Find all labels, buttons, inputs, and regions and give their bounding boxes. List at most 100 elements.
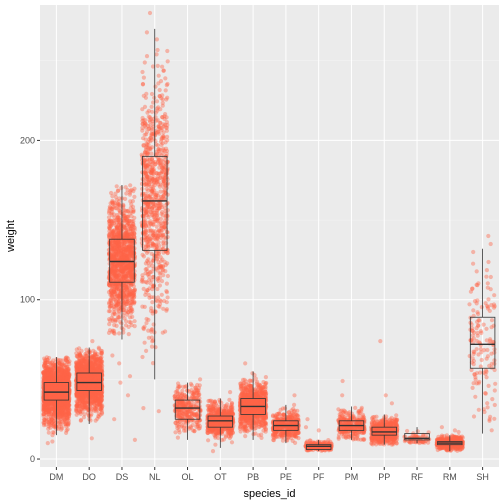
data-point: [123, 185, 128, 190]
data-point: [63, 420, 68, 425]
data-point: [58, 378, 64, 384]
data-point: [60, 393, 65, 398]
outlier-point: [125, 393, 131, 398]
data-point: [66, 392, 71, 397]
data-point: [52, 395, 58, 400]
data-point: [44, 401, 50, 406]
data-point: [130, 227, 135, 232]
data-point: [45, 405, 51, 410]
data-point: [96, 374, 101, 380]
data-point: [47, 382, 53, 388]
data-point: [55, 386, 60, 391]
data-point: [42, 377, 47, 382]
data-point: [129, 247, 134, 252]
data-point: [149, 151, 154, 156]
data-point: [44, 407, 49, 412]
data-point: [109, 223, 114, 228]
data-point: [61, 378, 66, 384]
data-point: [57, 411, 62, 416]
data-point: [42, 412, 47, 417]
data-point: [165, 59, 170, 64]
data-point: [45, 385, 50, 390]
data-point: [57, 410, 63, 415]
data-point: [110, 293, 115, 298]
data-point: [47, 395, 52, 400]
data-point: [64, 430, 69, 435]
data-point: [155, 63, 160, 68]
data-point: [59, 427, 64, 432]
data-point: [42, 356, 47, 361]
data-point: [67, 371, 72, 376]
data-point: [46, 393, 51, 398]
data-point: [49, 379, 54, 385]
data-point: [141, 75, 146, 80]
data-point: [61, 415, 66, 421]
data-point: [44, 388, 49, 393]
data-point: [58, 396, 63, 401]
data-point: [74, 412, 79, 417]
data-point: [50, 400, 56, 405]
data-point: [74, 363, 79, 368]
data-point: [63, 378, 68, 383]
data-point: [64, 401, 69, 406]
data-point: [49, 395, 54, 400]
data-point: [79, 368, 84, 373]
data-point: [59, 395, 64, 400]
data-point: [44, 406, 49, 411]
data-point: [62, 377, 67, 382]
data-point: [65, 405, 70, 410]
data-point: [56, 419, 61, 424]
data-point: [65, 408, 70, 413]
data-point: [45, 367, 50, 372]
data-point: [127, 222, 132, 227]
data-point: [98, 371, 103, 376]
data-point: [114, 184, 119, 189]
data-point: [53, 393, 58, 399]
data-point: [50, 430, 56, 435]
data-point: [64, 368, 69, 373]
data-point: [62, 380, 67, 385]
data-point: [46, 402, 51, 407]
data-point: [50, 387, 56, 392]
data-point: [125, 265, 130, 270]
data-point: [61, 392, 66, 398]
data-point: [50, 406, 56, 411]
data-point: [62, 403, 68, 408]
data-point: [45, 386, 50, 391]
data-point: [65, 359, 70, 364]
data-point: [53, 393, 58, 398]
data-point: [57, 410, 62, 415]
data-point: [47, 387, 52, 392]
data-point: [114, 317, 119, 322]
data-point: [114, 206, 119, 211]
data-point: [48, 366, 53, 371]
data-point: [55, 391, 61, 397]
data-point: [78, 352, 83, 357]
data-point: [45, 393, 50, 398]
data-point: [48, 369, 53, 374]
data-point: [62, 375, 67, 380]
data-point: [153, 345, 158, 350]
data-point: [165, 273, 170, 279]
data-point: [58, 382, 63, 387]
data-point: [74, 393, 79, 398]
data-point: [51, 412, 56, 417]
data-point: [117, 272, 122, 278]
data-point: [65, 364, 70, 369]
data-point: [61, 372, 66, 377]
data-point: [84, 400, 89, 405]
data-point: [44, 395, 49, 400]
data-point: [53, 395, 59, 400]
data-point: [125, 248, 130, 254]
data-point: [159, 135, 164, 140]
data-point: [111, 297, 116, 302]
data-point: [143, 209, 148, 214]
data-point: [67, 382, 72, 387]
data-point: [58, 400, 63, 405]
data-point: [55, 386, 60, 391]
data-point: [58, 382, 63, 387]
data-point: [58, 373, 64, 378]
data-point: [58, 382, 64, 387]
data-point: [123, 323, 129, 328]
data-point: [63, 373, 68, 378]
